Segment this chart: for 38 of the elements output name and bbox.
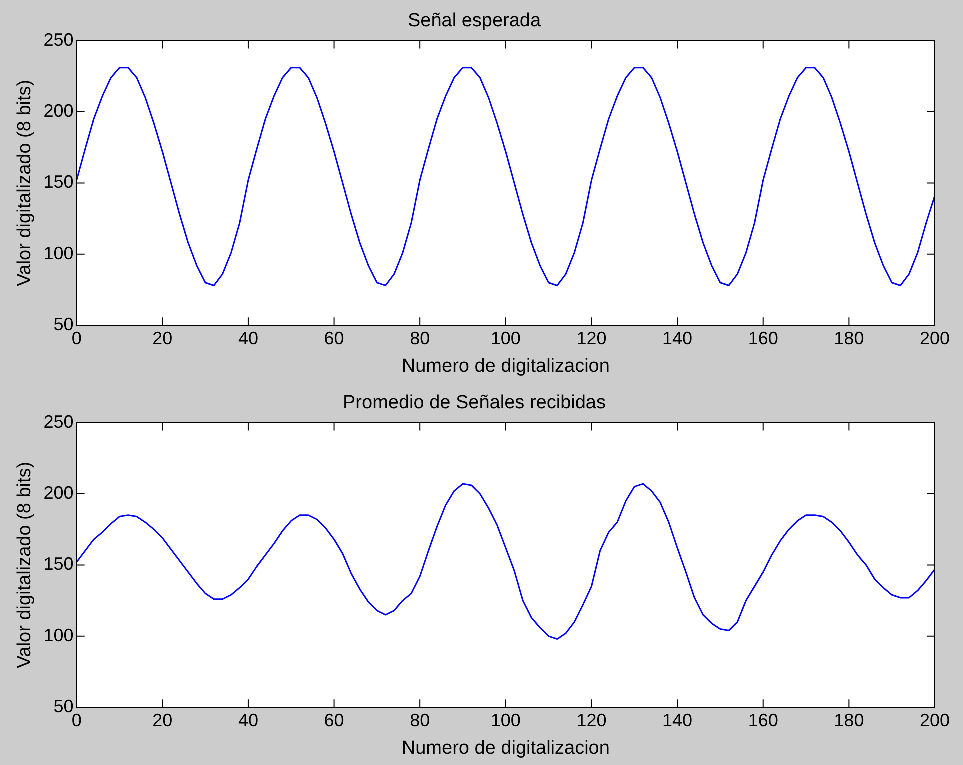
x-axis-title: Numero de digitalizacion xyxy=(402,356,610,377)
y-tick-label: 200 xyxy=(44,100,74,121)
chart-title: Señal esperada xyxy=(408,10,542,32)
y-tick-label: 100 xyxy=(44,625,74,646)
x-tick-label: 120 xyxy=(576,710,607,730)
x-tick-label: 40 xyxy=(238,328,258,348)
y-tick-label: 200 xyxy=(44,482,74,503)
x-tick-label: 180 xyxy=(834,710,864,730)
y-axis-title: Valor digitalizado (8 bits) xyxy=(14,80,36,287)
x-tick-label: 40 xyxy=(238,710,258,730)
x-tick-label: 120 xyxy=(576,328,607,348)
x-tick-label: 80 xyxy=(410,328,430,348)
y-axis-title: Valor digitalizado (8 bits) xyxy=(14,462,36,669)
x-tick-label: 200 xyxy=(920,328,950,348)
x-tick-label: 20 xyxy=(152,710,173,730)
x-axis-title: Numero de digitalizacion xyxy=(402,738,610,759)
y-tick-label: 150 xyxy=(44,172,74,192)
x-tick-label: 100 xyxy=(490,328,521,348)
x-tick-label: 140 xyxy=(662,710,693,730)
x-tick-label: 80 xyxy=(410,710,430,730)
y-tick-label: 50 xyxy=(54,696,74,717)
x-tick-label: 0 xyxy=(72,328,82,348)
y-tick-label: 250 xyxy=(44,30,74,50)
y-tick-label: 150 xyxy=(44,554,74,574)
x-tick-label: 20 xyxy=(152,328,173,348)
x-tick-label: 180 xyxy=(834,328,864,348)
y-tick-label: 50 xyxy=(54,314,74,335)
x-tick-label: 160 xyxy=(748,710,778,730)
y-tick-label: 250 xyxy=(44,412,74,432)
y-tick-label: 100 xyxy=(44,243,74,264)
x-tick-label: 140 xyxy=(662,328,693,348)
x-tick-label: 0 xyxy=(72,710,82,730)
x-tick-label: 60 xyxy=(324,710,344,730)
x-tick-label: 60 xyxy=(324,328,344,348)
x-tick-label: 160 xyxy=(748,328,778,348)
x-tick-label: 100 xyxy=(490,710,521,730)
x-tick-label: 200 xyxy=(920,710,950,730)
chart-title: Promedio de Señales recibidas xyxy=(343,392,606,414)
